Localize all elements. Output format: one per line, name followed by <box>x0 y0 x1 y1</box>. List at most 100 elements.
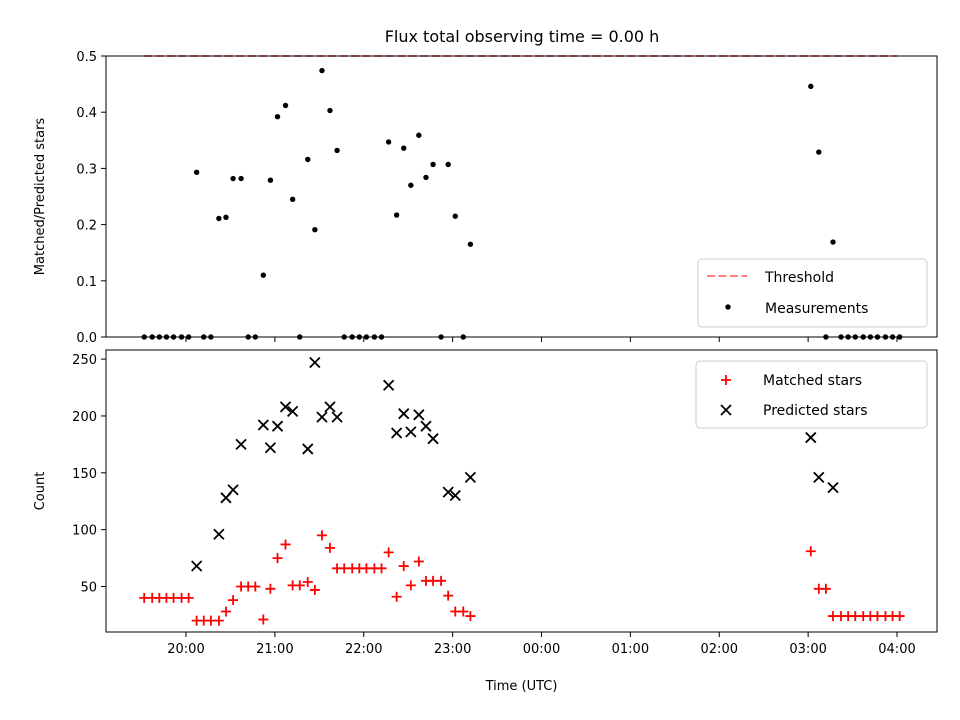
measurement-point <box>816 149 822 155</box>
x-tick-label: 01:00 <box>612 642 649 657</box>
predicted-star-point <box>405 426 417 438</box>
axes-frame <box>105 349 938 633</box>
measurement-point <box>274 113 281 120</box>
measurement-point <box>260 272 267 278</box>
predicted-star-point <box>827 481 839 494</box>
matched-star-point <box>405 580 416 591</box>
legend-box <box>697 258 928 328</box>
y-tick-label: 0.2 <box>76 219 97 234</box>
y-tick-label: 50 <box>80 581 97 596</box>
predicted-star-point <box>413 409 425 421</box>
legend-box <box>695 360 928 429</box>
bottom-panel: 20:00 21:00 22:00 23:00 00:00 01:00 02:00 03:00… <box>33 349 938 694</box>
legend-matched-swatch <box>721 375 731 385</box>
measurement-point <box>416 132 422 138</box>
x-tick-label: 03:00 <box>789 642 826 657</box>
matched-star-point <box>228 595 239 606</box>
predicted-star-point <box>442 486 454 498</box>
y-axis-label: Matched/Predicted stars <box>33 118 48 276</box>
measurement-point <box>334 147 340 154</box>
predicted-star-point <box>279 401 292 413</box>
matched-star-point <box>294 580 305 591</box>
y-tick-label: 150 <box>72 467 97 482</box>
matched-star-point <box>258 614 269 625</box>
legend-predicted-swatch <box>720 404 732 416</box>
measurement-point <box>238 175 244 182</box>
measurement-point <box>305 156 311 163</box>
matched-star-point <box>820 583 831 594</box>
measurement-point <box>423 174 429 181</box>
y-tick-label: 0.4 <box>76 106 97 121</box>
predicted-star-point <box>309 356 321 369</box>
matched-star-point <box>220 606 231 617</box>
legend-top: Threshold Measurements <box>697 258 928 328</box>
matched-star-point <box>376 563 387 574</box>
predicted-star-point <box>420 420 432 432</box>
legend-predicted-label: Predicted stars <box>763 403 868 419</box>
predicted-star-point <box>227 484 239 496</box>
y-tick-label: 100 <box>72 524 97 539</box>
top-panel: 0.0 0.1 0.2 0.3 0.4 0.5 Matched/Predicted star… <box>33 50 938 346</box>
measurement-point <box>385 139 392 145</box>
series-dot <box>141 67 903 340</box>
measurement-point <box>327 107 333 114</box>
measurement-point <box>452 213 458 219</box>
matched-star-point <box>443 590 454 601</box>
measurement-point <box>445 161 451 168</box>
predicted-star-point <box>235 438 247 451</box>
predicted-star-point <box>191 560 203 572</box>
figure-title: Flux total observing time = 0.00 h <box>385 27 660 46</box>
matched-star-point <box>316 530 327 541</box>
matched-star-point <box>436 575 447 586</box>
matched-star-point <box>272 553 283 564</box>
predicted-star-point <box>287 405 299 418</box>
measurement-point <box>467 241 474 247</box>
measurement-point <box>282 102 289 109</box>
legend-measurements-label: Measurements <box>765 301 868 317</box>
y-tick-label: 0.5 <box>76 50 97 65</box>
matched-star-point <box>280 539 291 550</box>
x-axis-label: Time (UTC) <box>485 679 558 694</box>
y-tick-label: 200 <box>72 410 97 425</box>
matched-star-point <box>383 547 394 558</box>
x-tick-label: 23:00 <box>434 642 471 657</box>
predicted-star-point <box>271 420 284 432</box>
predicted-star-point <box>398 408 410 420</box>
x-tick-label: 04:00 <box>878 642 915 657</box>
matched-star-point <box>465 611 476 622</box>
measurement-point <box>830 239 836 245</box>
matched-star-point <box>250 581 261 592</box>
measurement-point <box>312 226 318 233</box>
predicted-star-point <box>427 433 439 445</box>
matched-star-point <box>413 556 424 567</box>
y-tick-label: 0.3 <box>76 162 97 177</box>
x-tick-label: 20:00 <box>167 642 204 657</box>
y-tick-label: 250 <box>72 353 97 368</box>
matched-star-point <box>309 584 320 595</box>
x-tick-label: 00:00 <box>523 642 560 657</box>
x-tick-label: 21:00 <box>256 642 293 657</box>
predicted-star-point <box>316 411 328 423</box>
matched-star-point <box>458 606 469 617</box>
measurement-point <box>408 182 414 188</box>
legend-measurements-swatch <box>725 304 731 310</box>
predicted-star-point <box>805 431 817 444</box>
matched-star-point <box>398 561 409 572</box>
predicted-star-point <box>449 489 461 502</box>
measurement-point <box>193 169 200 176</box>
predicted-star-point <box>382 379 395 391</box>
matched-star-point <box>302 576 313 587</box>
legend-bottom: Matched stars Predicted stars <box>695 360 928 429</box>
measurement-point <box>289 196 296 203</box>
predicted-star-point <box>331 411 343 423</box>
measurement-point <box>430 161 436 168</box>
measurement-point <box>401 145 407 151</box>
axes-frame <box>105 55 938 338</box>
y-tick-label: 0.1 <box>76 275 97 290</box>
matched-star-point <box>805 546 816 557</box>
predicted-star-point <box>390 427 403 439</box>
x-tick-label: 22:00 <box>345 642 382 657</box>
measurement-point <box>267 177 274 183</box>
